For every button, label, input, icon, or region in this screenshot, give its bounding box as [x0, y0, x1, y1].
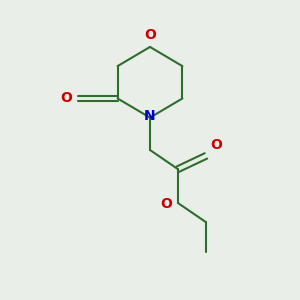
- Text: N: N: [144, 109, 156, 123]
- Text: O: O: [144, 28, 156, 42]
- Text: O: O: [210, 138, 222, 152]
- Text: O: O: [60, 92, 72, 106]
- Text: O: O: [160, 197, 172, 212]
